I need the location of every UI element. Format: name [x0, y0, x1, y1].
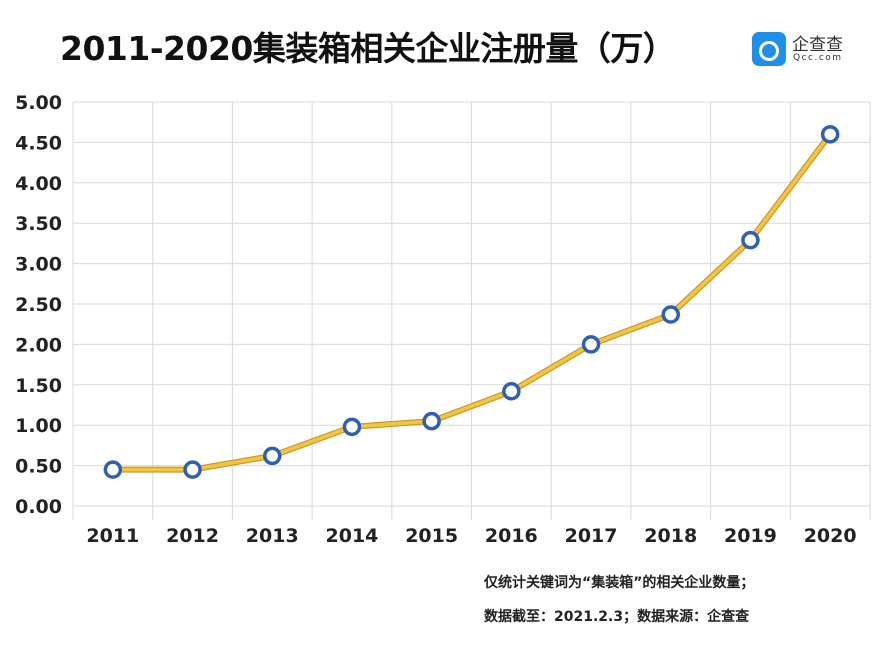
- footnote-scope: 仅统计关键词为“集装箱”的相关企业数量；: [484, 575, 755, 591]
- y-tick-label: 2.00: [15, 334, 62, 356]
- y-tick-label: 3.50: [15, 213, 62, 235]
- data-point: [661, 305, 680, 324]
- data-point: [103, 460, 123, 479]
- x-tick-label: 2017: [565, 525, 618, 547]
- data-point: [581, 335, 601, 354]
- qichacha-logo: 企查查 Qcc.com: [752, 30, 872, 70]
- data-point: [820, 125, 840, 144]
- data-point: [741, 230, 760, 250]
- x-tick-label: 2011: [86, 525, 139, 547]
- footnote-source: 数据截至：2021.2.3；数据来源：企查查: [484, 609, 750, 625]
- x-tick-label: 2018: [644, 525, 697, 547]
- y-tick-label: 3.00: [15, 254, 62, 276]
- chart-title: 2011-2020集装箱相关企业注册量（万）: [60, 29, 676, 68]
- y-tick-label: 0.00: [15, 496, 62, 518]
- logo-name: 企查查: [792, 35, 843, 55]
- y-tick-label: 4.50: [15, 132, 62, 154]
- data-point: [422, 411, 441, 431]
- logo-domain: Qcc.com: [793, 53, 843, 63]
- y-tick-label: 1.50: [15, 375, 62, 397]
- y-tick-label: 1.00: [15, 415, 62, 437]
- x-tick-label: 2016: [485, 525, 538, 547]
- x-tick-label: 2014: [326, 525, 379, 547]
- x-tick-label: 2020: [804, 525, 857, 547]
- data-point: [342, 417, 362, 437]
- x-tick-label: 2012: [166, 525, 219, 547]
- y-tick-label: 4.00: [15, 173, 62, 195]
- x-tick-label: 2015: [405, 525, 458, 547]
- series-line: [112, 133, 832, 472]
- x-tick-label: 2013: [246, 525, 299, 547]
- data-point: [183, 460, 202, 479]
- y-tick-label: 0.50: [15, 456, 62, 478]
- logo-icon: [752, 32, 786, 66]
- data-point: [502, 382, 521, 401]
- x-tick-label: 2019: [724, 525, 777, 547]
- y-tick-label: 5.00: [15, 92, 62, 114]
- data-point: [263, 446, 282, 466]
- y-tick-label: 2.50: [15, 294, 62, 316]
